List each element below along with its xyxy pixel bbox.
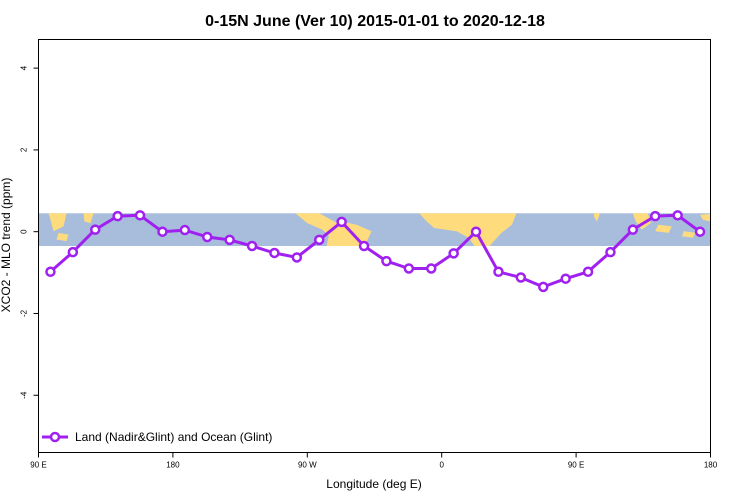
- plot-area: [45, 210, 706, 293]
- data-point-18: [425, 263, 437, 274]
- data-point-11: [269, 247, 280, 259]
- data-point-6: [157, 226, 168, 237]
- data-point-16: [381, 255, 392, 267]
- chart-title: 0-15N June (Ver 10) 2015-01-01 to 2020-1…: [205, 13, 545, 30]
- data-point-2: [67, 246, 79, 258]
- map-ocean: [38, 213, 711, 246]
- data-point-5: [134, 210, 146, 221]
- map-land-9: [655, 224, 672, 233]
- data-point-22: [515, 272, 527, 283]
- data-point-28: [649, 210, 661, 222]
- y-axis: -4 -2 0 2 4: [20, 65, 39, 399]
- data-point-17: [403, 263, 415, 274]
- map-land-8: [632, 213, 651, 230]
- map-land-3: [56, 232, 69, 242]
- data-point-25: [582, 266, 594, 278]
- map-land-11: [700, 213, 711, 222]
- map-land-6: [419, 213, 517, 246]
- y-tick-label-4: 2: [20, 147, 29, 152]
- map-land-1: [48, 213, 67, 232]
- x-tick-label-3: 90 W: [298, 461, 317, 470]
- y-tick-label-5: 4: [20, 65, 29, 70]
- x-tick-label-6: 180: [704, 461, 718, 470]
- x-tick-label-5: 90 E: [568, 461, 584, 470]
- x-tick-label-4: 0: [439, 461, 444, 470]
- legend-marker-swatch: [49, 431, 61, 443]
- data-point-3: [89, 224, 101, 235]
- data-point-19: [448, 248, 459, 259]
- data-point-20: [470, 226, 482, 237]
- data-point-23: [537, 281, 549, 293]
- background-world-map-band: [38, 213, 711, 246]
- x-axis: 90 E 180 90 W 0 90 E 180: [30, 452, 718, 470]
- data-point-12: [291, 252, 303, 263]
- data-point-15: [358, 240, 370, 252]
- y-tick-label-1: -4: [20, 391, 29, 399]
- x-tick-label-1: 90 E: [30, 461, 46, 470]
- data-point-9: [224, 234, 235, 246]
- data-point-1: [45, 266, 56, 278]
- map-land-10: [682, 231, 696, 238]
- x-tick-label-2: 180: [166, 461, 180, 470]
- legend-label-series-1: Land (Nadir&Glint) and Ocean (Glint): [75, 430, 272, 444]
- map-land-2: [83, 213, 94, 224]
- data-point-13: [313, 234, 325, 246]
- map-land-7: [594, 213, 600, 222]
- y-axis-label: XCO2 - MLO trend (ppm): [0, 178, 13, 313]
- data-point-4: [112, 210, 123, 222]
- data-point-26: [605, 246, 616, 258]
- y-tick-label-3: 0: [20, 229, 29, 234]
- data-point-29: [672, 210, 683, 221]
- x-axis-label: Longitude (deg E): [326, 477, 421, 491]
- data-point-7: [179, 224, 191, 236]
- data-point-24: [560, 273, 571, 284]
- plot-frame: [38, 39, 711, 453]
- data-point-10: [246, 240, 258, 252]
- data-point-30: [694, 226, 706, 237]
- data-point-14: [336, 216, 347, 228]
- y-tick-label-2: -2: [20, 309, 29, 317]
- data-point-27: [627, 224, 639, 235]
- data-point-8: [201, 231, 213, 243]
- data-point-21: [493, 266, 504, 278]
- legend: Land (Nadir&Glint) and Ocean (Glint): [42, 430, 272, 444]
